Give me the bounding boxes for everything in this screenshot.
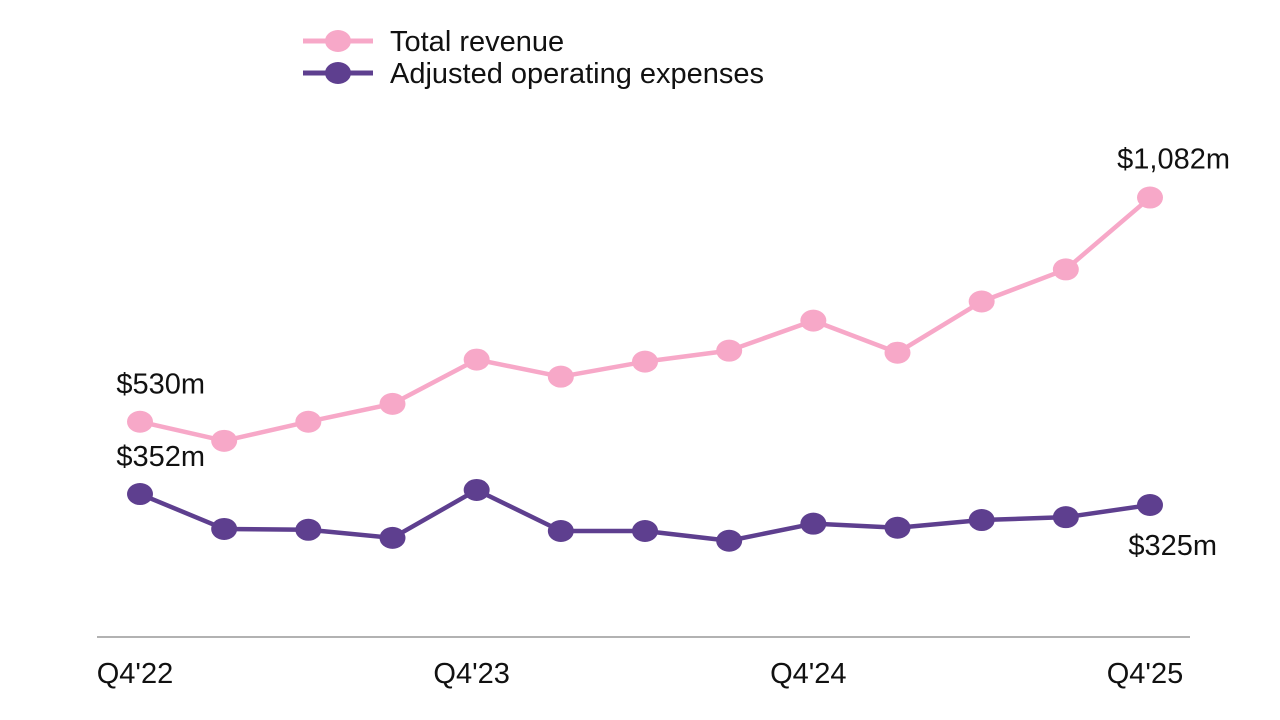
data-point bbox=[295, 518, 322, 541]
data-point bbox=[127, 410, 153, 433]
series-line bbox=[139, 195, 1152, 444]
data-point bbox=[884, 516, 911, 539]
legend-item: Total revenue bbox=[303, 26, 564, 58]
data-label: $325m bbox=[1128, 530, 1217, 562]
data-point bbox=[127, 483, 153, 506]
x-tick-label: Q4'23 bbox=[433, 658, 509, 690]
data-point bbox=[968, 509, 995, 532]
data-point bbox=[800, 512, 827, 535]
legend-item: Adjusted operating expenses bbox=[303, 58, 764, 90]
data-point bbox=[1052, 506, 1079, 529]
data-point bbox=[716, 529, 743, 552]
data-label: $530m bbox=[116, 369, 205, 401]
data-point bbox=[632, 350, 658, 373]
x-tick-label: Q4'22 bbox=[97, 658, 173, 690]
data-point bbox=[800, 309, 827, 332]
legend-marker bbox=[325, 62, 351, 84]
data-label: $352m bbox=[116, 441, 205, 473]
data-point bbox=[547, 365, 574, 388]
data-point bbox=[968, 290, 995, 313]
data-point bbox=[716, 339, 743, 362]
data-point bbox=[463, 348, 490, 371]
legend-label: Adjusted operating expenses bbox=[390, 58, 764, 90]
data-point bbox=[295, 410, 322, 433]
legend-marker bbox=[325, 30, 351, 52]
data-point bbox=[463, 478, 490, 501]
x-tick-label: Q4'24 bbox=[770, 658, 846, 690]
data-point bbox=[211, 429, 238, 452]
series-adjusted-operating-expenses bbox=[127, 478, 1163, 552]
legend-label: Total revenue bbox=[390, 26, 564, 58]
data-point bbox=[547, 519, 574, 542]
data-point bbox=[884, 341, 911, 364]
x-tick-label: Q4'25 bbox=[1107, 658, 1183, 690]
data-point bbox=[379, 392, 406, 415]
data-point bbox=[379, 526, 406, 549]
data-point bbox=[632, 519, 658, 542]
data-point bbox=[1052, 258, 1079, 281]
data-point bbox=[211, 517, 238, 540]
series-total-revenue bbox=[127, 186, 1163, 452]
data-point bbox=[1137, 186, 1163, 209]
data-point bbox=[1137, 494, 1163, 516]
data-label: $1,082m bbox=[1117, 144, 1230, 176]
